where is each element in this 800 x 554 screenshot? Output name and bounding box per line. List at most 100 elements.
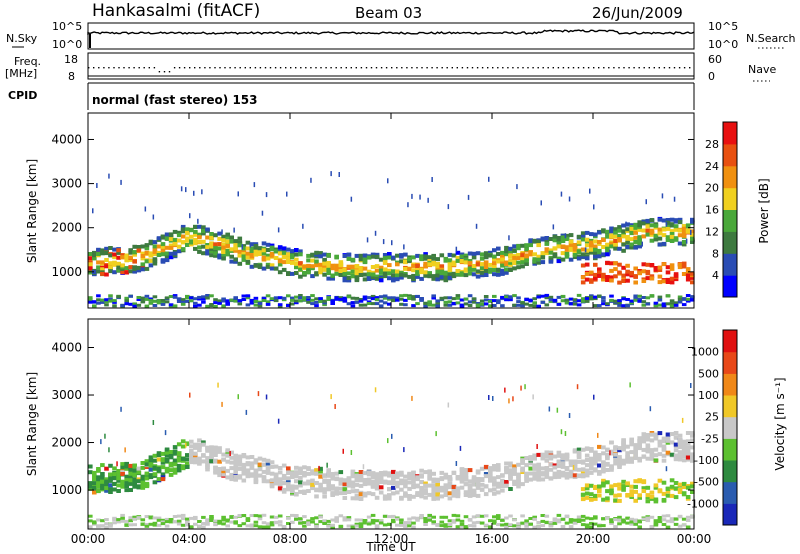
range-gate-cell <box>589 188 591 194</box>
range-gate-cell <box>96 524 101 528</box>
range-gate-cell <box>483 464 489 469</box>
range-gate-cell <box>673 442 679 447</box>
range-gate-cell <box>508 254 513 259</box>
range-gate-cell <box>221 452 226 457</box>
range-gate-cell <box>176 244 182 249</box>
range-gate-cell <box>290 471 295 476</box>
range-gate-cell <box>346 295 352 299</box>
range-gate-cell <box>257 456 263 461</box>
range-gate-cell <box>479 256 485 261</box>
range-gate-cell <box>100 483 105 488</box>
freq-point <box>204 67 206 69</box>
range-gate-cell <box>298 299 303 303</box>
range-gate-cell <box>261 457 267 462</box>
range-gate-cell <box>189 516 194 520</box>
range-gate-cell <box>564 453 570 458</box>
range-gate-cell <box>459 519 465 523</box>
freq-point <box>426 67 428 69</box>
range-gate-cell <box>467 294 473 298</box>
x-axis-label: Time UT <box>365 540 416 554</box>
range-gate-cell <box>633 298 638 302</box>
range-gate-cell <box>524 384 526 390</box>
range-gate-cell <box>633 519 638 523</box>
range-gate-cell <box>629 517 634 521</box>
range-gate-cell <box>496 475 501 480</box>
range-gate-cell <box>322 252 327 257</box>
range-gate-cell <box>431 256 436 261</box>
range-gate-cell <box>528 252 533 257</box>
range-gate-cell <box>350 496 356 501</box>
range-gate-cell <box>261 299 267 302</box>
range-gate-cell <box>471 488 477 493</box>
range-gate-cell <box>576 384 579 390</box>
range-gate-cell <box>334 490 339 495</box>
range-gate-cell <box>492 299 497 303</box>
range-gate-cell <box>580 473 586 478</box>
freq-point <box>487 67 489 69</box>
range-gate-cell <box>544 303 550 307</box>
range-gate-cell <box>334 404 336 409</box>
freq-point <box>234 67 236 69</box>
range-gate-cell <box>221 515 226 519</box>
range-gate-cell <box>568 474 574 479</box>
freq-point <box>689 67 691 69</box>
range-gate-cell <box>92 481 97 486</box>
range-gate-cell <box>201 440 206 445</box>
range-gate-cell <box>488 395 490 400</box>
range-gate-cell <box>152 480 158 485</box>
range-gate-cell <box>488 176 490 182</box>
range-gate-cell <box>286 479 291 484</box>
range-gate-cell <box>661 439 667 444</box>
range-gate-cell <box>681 240 687 244</box>
range-gate-cell <box>358 253 364 258</box>
range-gate-cell <box>552 517 558 521</box>
range-gate-cell <box>176 233 182 238</box>
range-gate-cell <box>294 470 299 475</box>
range-gate-cell <box>253 252 259 257</box>
range-gate-cell <box>185 296 190 300</box>
range-gate-cell <box>584 256 590 261</box>
range-gate-cell <box>209 517 214 521</box>
range-gate-cell <box>88 484 93 489</box>
range-gate-cell <box>536 466 541 471</box>
range-gate-cell <box>657 516 663 519</box>
range-gate-cell <box>152 304 158 307</box>
range-gate-cell <box>504 525 509 529</box>
range-gate-cell <box>584 473 590 478</box>
range-gate-cell <box>128 250 133 255</box>
range-gate-cell <box>395 517 400 521</box>
range-gate-cell <box>92 256 97 261</box>
range-gate-cell <box>286 516 291 520</box>
range-gate-cell <box>286 522 291 525</box>
range-gate-cell <box>677 220 683 225</box>
range-gate-cell <box>391 433 393 439</box>
range-gate-cell <box>350 469 356 474</box>
range-gate-cell <box>447 491 453 496</box>
range-gate-cell <box>140 485 146 490</box>
range-gate-cell <box>479 466 485 471</box>
range-gate-cell <box>479 302 485 306</box>
range-gate-cell <box>132 477 137 482</box>
range-gate-cell <box>597 493 602 498</box>
range-gate-cell <box>419 194 421 200</box>
range-gate-cell <box>528 298 533 302</box>
range-gate-cell <box>548 248 554 253</box>
range-gate-cell <box>273 481 279 486</box>
range-gate-cell <box>407 480 412 485</box>
range-gate-cell <box>374 482 380 487</box>
range-gate-cell <box>164 258 170 263</box>
range-gate-cell <box>403 260 408 264</box>
range-gate-cell <box>358 476 364 481</box>
range-gate-cell <box>112 516 117 520</box>
range-gate-cell <box>346 476 352 481</box>
range-gate-cell <box>213 298 218 302</box>
range-gate-cell <box>661 447 667 452</box>
range-gate-cell <box>197 295 202 299</box>
range-gate-cell <box>669 234 675 239</box>
range-gate-cell <box>411 525 416 529</box>
range-gate-cell <box>568 520 574 524</box>
range-gate-cell <box>399 274 404 279</box>
range-gate-cell <box>488 477 493 482</box>
x-tick-label: 00:00 <box>677 532 712 546</box>
range-gate-cell <box>88 481 93 486</box>
